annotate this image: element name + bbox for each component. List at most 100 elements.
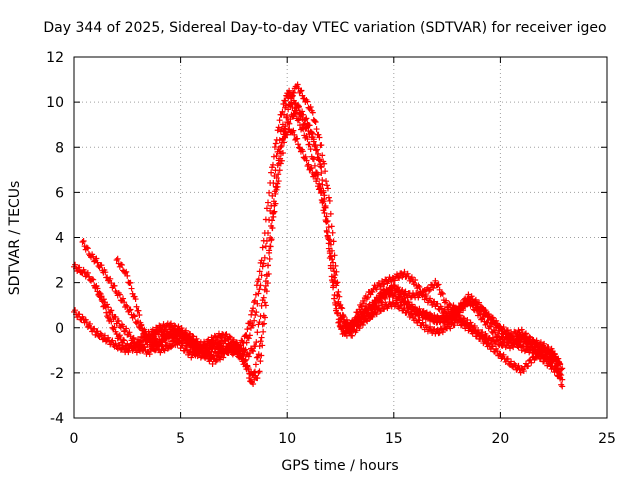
data-point	[201, 338, 208, 345]
data-point	[334, 292, 341, 299]
data-point	[303, 133, 310, 140]
data-point	[265, 262, 272, 269]
data-point	[508, 358, 515, 365]
data-point	[339, 312, 346, 319]
data-point	[545, 347, 552, 354]
data-point	[485, 340, 492, 347]
data-point	[300, 126, 307, 133]
data-point	[429, 302, 436, 309]
data-point	[97, 291, 104, 298]
data-point	[316, 180, 323, 187]
data-point	[245, 335, 252, 342]
data-point	[193, 335, 200, 342]
data-point	[430, 284, 437, 291]
data-point	[105, 304, 112, 311]
data-point	[256, 368, 263, 375]
data-point	[211, 332, 218, 339]
data-point	[282, 97, 289, 104]
data-point	[415, 282, 422, 289]
data-point	[475, 330, 482, 337]
data-point	[461, 315, 468, 322]
data-point	[439, 290, 446, 297]
data-point	[331, 268, 338, 275]
data-point	[114, 255, 121, 262]
data-point	[112, 340, 119, 347]
data-point	[277, 160, 284, 167]
data-point	[258, 257, 265, 264]
data-point	[559, 365, 566, 372]
data-point	[286, 120, 293, 127]
data-point	[278, 157, 285, 164]
data-point	[258, 334, 265, 341]
data-point	[304, 98, 311, 105]
data-point	[141, 326, 148, 333]
data-point	[249, 347, 256, 354]
data-point	[321, 210, 328, 217]
data-point	[352, 320, 359, 327]
data-point	[126, 329, 133, 336]
data-point	[72, 261, 79, 268]
data-point	[222, 331, 229, 338]
data-point	[559, 376, 566, 383]
data-point	[325, 194, 332, 201]
data-point	[359, 322, 366, 329]
data-point	[436, 286, 443, 293]
data-point	[470, 327, 477, 334]
data-point	[483, 309, 490, 316]
data-point	[271, 173, 278, 180]
data-point	[127, 306, 134, 313]
data-point	[353, 327, 360, 334]
data-point	[289, 104, 296, 111]
data-point	[203, 342, 210, 349]
data-point	[178, 325, 185, 332]
data-point	[223, 331, 230, 338]
data-point	[92, 331, 99, 338]
data-point	[480, 313, 487, 320]
data-point	[214, 339, 221, 346]
data-point	[266, 249, 273, 256]
data-point	[124, 272, 131, 279]
data-point	[104, 274, 111, 281]
data-point	[382, 291, 389, 298]
y-tick-label: 0	[55, 321, 64, 337]
data-point	[91, 258, 98, 265]
data-point	[199, 347, 206, 354]
data-point	[380, 286, 387, 293]
x-tick-label: 15	[385, 431, 403, 447]
data-point	[395, 284, 402, 291]
data-point	[250, 305, 257, 312]
data-point	[543, 351, 550, 358]
data-point	[276, 137, 283, 144]
data-point	[493, 334, 500, 341]
data-point	[246, 332, 253, 339]
data-point	[83, 319, 90, 326]
data-point	[261, 314, 268, 321]
data-point	[307, 146, 314, 153]
data-point	[325, 236, 332, 243]
data-point	[427, 295, 434, 302]
data-point	[307, 103, 314, 110]
data-point	[434, 319, 441, 326]
data-point	[291, 131, 298, 138]
data-point	[299, 148, 306, 155]
data-point	[188, 339, 195, 346]
data-point	[393, 271, 400, 278]
data-point	[557, 360, 564, 367]
data-point	[268, 237, 275, 244]
data-point	[213, 357, 220, 364]
data-point	[160, 346, 167, 353]
data-point	[471, 328, 478, 335]
data-point	[504, 355, 511, 362]
data-point	[330, 284, 337, 291]
data-point	[515, 362, 522, 369]
data-point	[74, 268, 81, 275]
y-axis-label: SDTVAR / TECUs	[7, 181, 23, 296]
data-point	[263, 205, 270, 212]
data-point	[272, 167, 279, 174]
data-point	[125, 349, 132, 356]
data-point	[340, 313, 347, 320]
data-point	[274, 127, 281, 134]
data-point	[241, 347, 248, 354]
data-point	[268, 169, 275, 176]
data-point	[495, 322, 502, 329]
